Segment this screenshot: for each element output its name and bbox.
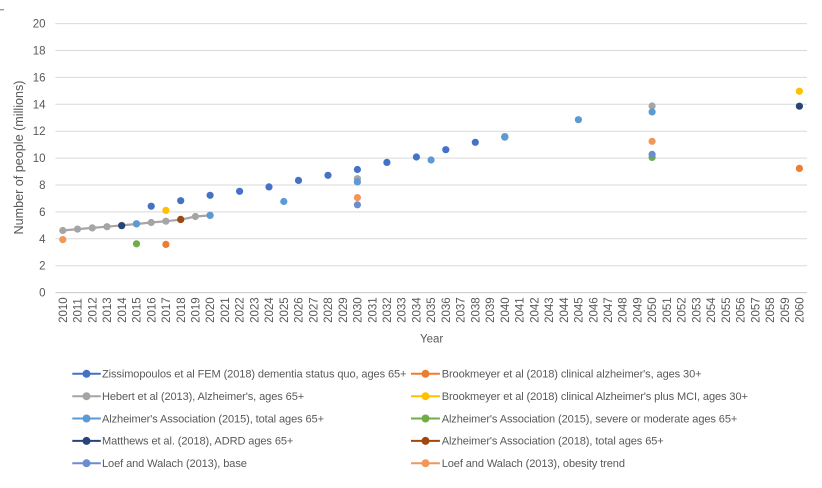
svg-text:0: 0 <box>39 288 45 300</box>
svg-text:2033: 2033 <box>397 297 409 323</box>
svg-text:2032: 2032 <box>382 297 394 323</box>
svg-text:2052: 2052 <box>677 297 689 323</box>
svg-text:4: 4 <box>39 234 46 246</box>
svg-text:2021: 2021 <box>220 297 232 323</box>
svg-text:2053: 2053 <box>691 297 703 323</box>
svg-text:10: 10 <box>33 153 46 165</box>
svg-text:2055: 2055 <box>721 297 733 323</box>
svg-text:2050: 2050 <box>647 297 659 323</box>
svg-text:2031: 2031 <box>367 297 379 323</box>
svg-text:18: 18 <box>33 46 46 58</box>
svg-text:2022: 2022 <box>235 297 247 323</box>
svg-text:14: 14 <box>33 99 46 111</box>
svg-text:2026: 2026 <box>294 297 306 323</box>
svg-text:2017: 2017 <box>161 297 173 323</box>
svg-text:2011: 2011 <box>73 298 85 323</box>
svg-text:20: 20 <box>33 19 46 31</box>
svg-text:Alzheimer's Association (2015): Alzheimer's Association (2015), severe o… <box>442 413 738 425</box>
svg-text:Zissimopoulos et al FEM (2018): Zissimopoulos et al FEM (2018) dementia … <box>102 369 406 381</box>
svg-text:2019: 2019 <box>191 297 203 323</box>
svg-text:16: 16 <box>33 72 46 84</box>
svg-text:2016: 2016 <box>146 297 158 323</box>
svg-text:Matthews et al. (2018), ADRD a: Matthews et al. (2018), ADRD ages 65+ <box>102 436 293 448</box>
svg-text:2028: 2028 <box>323 297 335 323</box>
svg-text:6: 6 <box>39 207 45 219</box>
svg-text:Alzheimer's Association (2015): Alzheimer's Association (2015), total ag… <box>102 413 324 425</box>
svg-text:2059: 2059 <box>780 297 792 323</box>
svg-text:2040: 2040 <box>500 297 512 323</box>
svg-text:Year: Year <box>420 334 443 346</box>
svg-text:2042: 2042 <box>529 297 541 323</box>
svg-text:Number of people (millions): Number of people (millions) <box>12 81 26 235</box>
svg-text:2025: 2025 <box>279 297 291 323</box>
svg-text:2010: 2010 <box>58 297 70 323</box>
svg-text:2014: 2014 <box>117 297 129 323</box>
svg-text:2015: 2015 <box>132 297 144 323</box>
svg-text:2035: 2035 <box>426 297 438 323</box>
svg-text:2041: 2041 <box>515 297 527 323</box>
svg-text:2027: 2027 <box>308 297 320 323</box>
svg-text:12: 12 <box>33 126 46 138</box>
svg-text:2: 2 <box>39 261 45 273</box>
svg-text:2043: 2043 <box>544 297 556 323</box>
svg-text:2044: 2044 <box>559 297 571 323</box>
svg-text:2060: 2060 <box>795 297 807 323</box>
svg-text:2012: 2012 <box>87 297 99 323</box>
svg-text:2051: 2051 <box>662 297 674 323</box>
svg-text:8: 8 <box>39 180 45 192</box>
svg-text:2037: 2037 <box>456 297 468 323</box>
svg-text:2018: 2018 <box>176 297 188 323</box>
svg-text:2029: 2029 <box>338 297 350 323</box>
svg-text:2046: 2046 <box>588 297 600 323</box>
svg-text:2056: 2056 <box>736 297 748 323</box>
svg-text:2024: 2024 <box>264 297 276 323</box>
svg-text:Brookmeyer et al (2018) clinic: Brookmeyer et al (2018) clinical alzheim… <box>442 369 702 381</box>
svg-text:2013: 2013 <box>102 297 114 323</box>
svg-text:2045: 2045 <box>574 297 586 323</box>
svg-text:2034: 2034 <box>412 297 424 323</box>
svg-text:2036: 2036 <box>441 297 453 323</box>
svg-text:Loef and Walach (2013), base: Loef and Walach (2013), base <box>102 458 247 470</box>
svg-text:Brookmeyer et al (2018) clinic: Brookmeyer et al (2018) clinical Alzheim… <box>442 391 748 403</box>
svg-text:2047: 2047 <box>603 297 615 323</box>
svg-text:2058: 2058 <box>765 297 777 323</box>
svg-text:2030: 2030 <box>353 297 365 323</box>
svg-text:2048: 2048 <box>618 297 630 323</box>
svg-text:2039: 2039 <box>485 297 497 323</box>
svg-text:2023: 2023 <box>249 297 261 323</box>
svg-text:2057: 2057 <box>750 297 762 323</box>
svg-text:Hebert et al (2013), Alzheimer: Hebert et al (2013), Alzheimer's, ages 6… <box>102 391 304 403</box>
svg-text:2054: 2054 <box>706 297 718 323</box>
svg-text:Loef and Walach (2013), obesit: Loef and Walach (2013), obesity trend <box>442 458 625 470</box>
svg-text:2049: 2049 <box>632 297 644 323</box>
svg-text:Alzheimer's Association (2018): Alzheimer's Association (2018), total ag… <box>442 436 664 448</box>
svg-text:2020: 2020 <box>205 297 217 323</box>
svg-text:2038: 2038 <box>470 297 482 323</box>
